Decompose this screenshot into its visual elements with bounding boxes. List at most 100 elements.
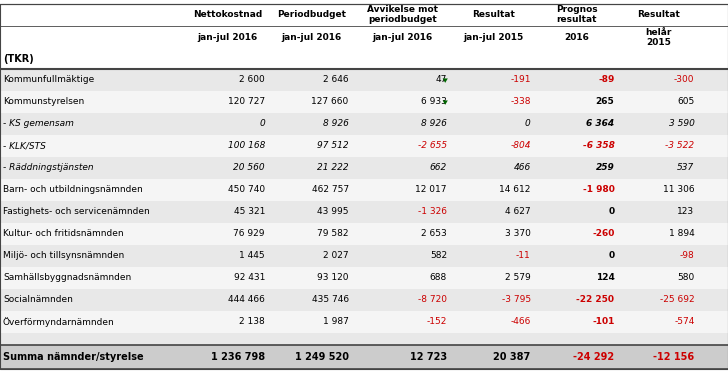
Text: 0: 0 [525, 119, 531, 128]
Text: -6 358: -6 358 [582, 141, 614, 150]
Text: jan-jul 2016: jan-jul 2016 [281, 33, 341, 42]
Text: 79 582: 79 582 [317, 229, 349, 238]
Text: Resultat: Resultat [638, 10, 680, 19]
Text: Periodbudget: Periodbudget [277, 10, 346, 19]
Text: Samhällsbyggnadsnämnden: Samhällsbyggnadsnämnden [3, 273, 131, 282]
Text: 76 929: 76 929 [234, 229, 265, 238]
Bar [0, 245, 728, 267]
Bar [0, 4, 728, 69]
Text: -3 795: -3 795 [502, 295, 531, 304]
Bar [0, 91, 728, 113]
Text: 120 727: 120 727 [228, 97, 265, 106]
Text: 2 579: 2 579 [505, 273, 531, 282]
Polygon shape [443, 78, 448, 83]
Text: -12 156: -12 156 [654, 352, 695, 362]
Text: -22 250: -22 250 [577, 295, 614, 304]
Text: Socialnämnden: Socialnämnden [3, 295, 73, 304]
Text: 1 445: 1 445 [240, 251, 265, 260]
Bar [0, 333, 728, 345]
Text: 537: 537 [677, 163, 695, 172]
Text: 265: 265 [596, 97, 614, 106]
Text: 8 926: 8 926 [323, 119, 349, 128]
Text: 1 987: 1 987 [323, 317, 349, 326]
Text: Kultur- och fritidsnämnden: Kultur- och fritidsnämnden [3, 229, 124, 238]
Text: 6 364: 6 364 [586, 119, 614, 128]
Text: -8 720: -8 720 [418, 295, 447, 304]
Text: Fastighets- och servicenämnden: Fastighets- och servicenämnden [3, 207, 150, 216]
Text: 1 894: 1 894 [669, 229, 695, 238]
Text: Överförmyndarnämnden: Överförmyndarnämnden [3, 317, 115, 327]
Bar [0, 135, 728, 157]
Text: 688: 688 [430, 273, 447, 282]
Text: 97 512: 97 512 [317, 141, 349, 150]
Text: 93 120: 93 120 [317, 273, 349, 282]
Text: 11 306: 11 306 [663, 185, 695, 194]
Text: 450 740: 450 740 [228, 185, 265, 194]
Text: 2 138: 2 138 [240, 317, 265, 326]
Bar [0, 201, 728, 223]
Bar [0, 289, 728, 311]
Text: 123: 123 [677, 207, 695, 216]
Text: -89: -89 [598, 75, 614, 84]
Text: 3 590: 3 590 [668, 119, 695, 128]
Text: - Räddningstjänsten: - Räddningstjänsten [3, 163, 93, 172]
Text: 580: 580 [677, 273, 695, 282]
Text: Kommunstyrelsen: Kommunstyrelsen [3, 97, 84, 106]
Text: 444 466: 444 466 [228, 295, 265, 304]
Text: -2 655: -2 655 [418, 141, 447, 150]
Text: 2 653: 2 653 [422, 229, 447, 238]
Text: 6 933: 6 933 [421, 97, 447, 106]
Text: 100 168: 100 168 [228, 141, 265, 150]
Text: - KS gemensam: - KS gemensam [3, 119, 74, 128]
Text: 47: 47 [435, 75, 447, 84]
Bar [0, 267, 728, 289]
Text: Miljö- och tillsynsnämnden: Miljö- och tillsynsnämnden [3, 251, 124, 260]
Text: 127 660: 127 660 [312, 97, 349, 106]
Text: 20 560: 20 560 [234, 163, 265, 172]
Text: 462 757: 462 757 [312, 185, 349, 194]
Text: helår
2015: helår 2015 [646, 28, 672, 47]
Text: 14 612: 14 612 [499, 185, 531, 194]
Text: 435 746: 435 746 [312, 295, 349, 304]
Bar [0, 69, 728, 91]
Text: -260: -260 [592, 229, 614, 238]
Text: 20 387: 20 387 [494, 352, 531, 362]
Bar [0, 345, 728, 369]
Text: jan-jul 2015: jan-jul 2015 [463, 33, 523, 42]
Text: Kommunfullmäktige: Kommunfullmäktige [3, 75, 94, 84]
Text: 1 249 520: 1 249 520 [295, 352, 349, 362]
Text: -804: -804 [510, 141, 531, 150]
Text: 0: 0 [259, 119, 265, 128]
Text: 12 017: 12 017 [416, 185, 447, 194]
Text: -3 522: -3 522 [665, 141, 695, 150]
Bar [0, 113, 728, 135]
Text: -11: -11 [516, 251, 531, 260]
Text: 582: 582 [430, 251, 447, 260]
Text: 0: 0 [609, 207, 614, 216]
Polygon shape [443, 100, 448, 105]
Text: 3 370: 3 370 [505, 229, 531, 238]
Text: 2016: 2016 [564, 33, 590, 42]
Text: -466: -466 [510, 317, 531, 326]
Text: 2 600: 2 600 [240, 75, 265, 84]
Text: (TKR): (TKR) [3, 54, 33, 64]
Text: 466: 466 [513, 163, 531, 172]
Text: -98: -98 [680, 251, 695, 260]
Text: -101: -101 [592, 317, 614, 326]
Text: -574: -574 [674, 317, 695, 326]
Bar [0, 157, 728, 179]
Text: 12 723: 12 723 [410, 352, 447, 362]
Text: 0: 0 [609, 251, 614, 260]
Bar [0, 223, 728, 245]
Text: 662: 662 [430, 163, 447, 172]
Text: 605: 605 [677, 97, 695, 106]
Text: 2 027: 2 027 [323, 251, 349, 260]
Text: Nettokostnad: Nettokostnad [193, 10, 262, 19]
Text: 45 321: 45 321 [234, 207, 265, 216]
Text: -1 980: -1 980 [582, 185, 614, 194]
Bar [0, 311, 728, 333]
Text: jan-jul 2016: jan-jul 2016 [372, 33, 432, 42]
Bar [0, 179, 728, 201]
Text: -338: -338 [510, 97, 531, 106]
Text: 259: 259 [596, 163, 614, 172]
